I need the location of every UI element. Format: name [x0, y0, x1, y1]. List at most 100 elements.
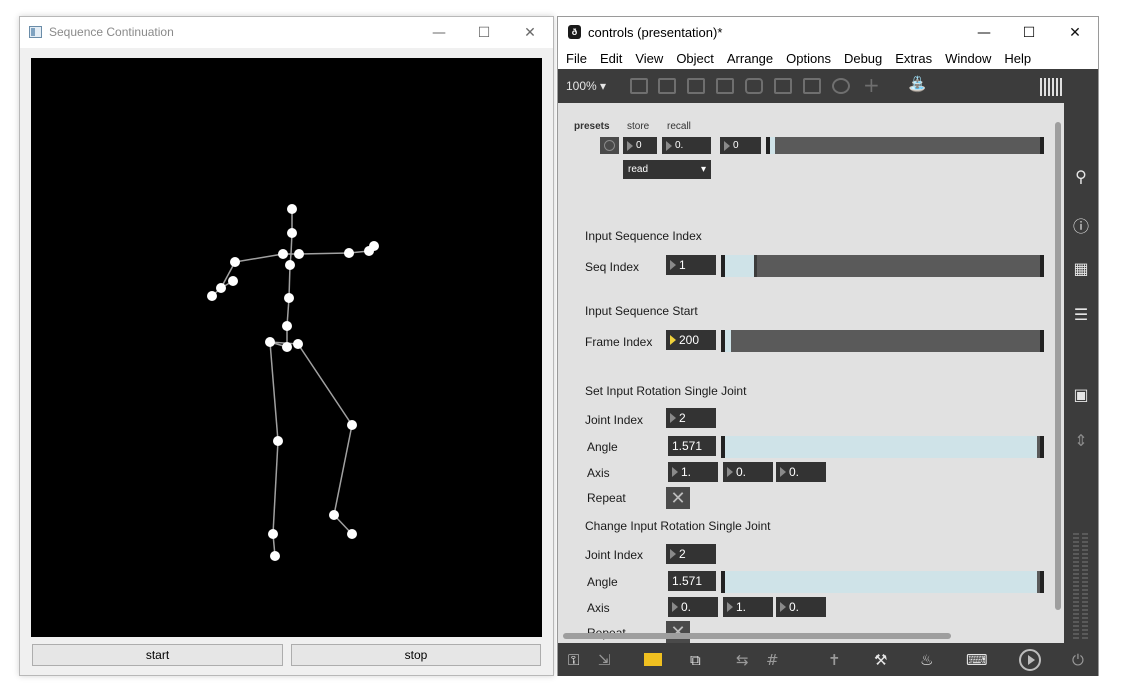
max-controls-window: ð controls (presentation)* — ☐ ✕ File Ed…: [557, 16, 1099, 676]
menu-arrange[interactable]: Arrange: [726, 51, 774, 66]
maximize-icon[interactable]: ☐: [1022, 24, 1036, 41]
grid-view-icon[interactable]: [1040, 78, 1062, 96]
set-axis-z[interactable]: 0.: [776, 462, 826, 482]
frame-index-value: 200: [679, 333, 700, 347]
recall-value: 0.: [675, 140, 684, 151]
list-icon[interactable]: ☰: [1073, 305, 1089, 324]
preset-number[interactable]: 0: [720, 137, 761, 154]
presentation-icon[interactable]: [644, 653, 662, 666]
book-icon[interactable]: ▦: [1073, 259, 1089, 278]
start-button[interactable]: start: [32, 644, 283, 666]
menu-edit[interactable]: Edit: [599, 51, 623, 66]
set-axis-y[interactable]: 0.: [723, 462, 773, 482]
seq-index-slider[interactable]: [721, 255, 1044, 277]
minimize-icon[interactable]: —: [432, 24, 446, 41]
menu-view[interactable]: View: [635, 51, 664, 66]
set-joint-value: 2: [679, 411, 686, 425]
panel-icon[interactable]: [630, 78, 648, 94]
frame-index-number[interactable]: 200: [666, 330, 716, 350]
change-angle-slider[interactable]: [721, 571, 1044, 593]
set-angle-number[interactable]: 1.571: [668, 436, 716, 456]
change-axis-x-value: 0.: [681, 600, 692, 614]
toggle-icon[interactable]: [716, 78, 734, 94]
maximize-icon[interactable]: ☐: [477, 24, 491, 41]
horizontal-scrollbar[interactable]: [563, 633, 951, 639]
change-angle-number[interactable]: 1.571: [668, 571, 716, 591]
power-icon[interactable]: ⏻: [1072, 651, 1084, 669]
change-axis-y[interactable]: 1.: [723, 597, 773, 617]
play-object-icon[interactable]: [774, 78, 792, 94]
preset-button[interactable]: [600, 137, 619, 154]
close-icon[interactable]: ✕: [1069, 24, 1081, 41]
menu-bar: File Edit View Object Arrange Options De…: [558, 48, 1098, 69]
menu-window[interactable]: Window: [945, 51, 992, 66]
change-axis-z[interactable]: 0.: [776, 597, 826, 617]
menu-file[interactable]: File: [566, 51, 587, 66]
change-joint-label: Joint Index: [585, 548, 644, 562]
zoom-control[interactable]: 100% ▾: [566, 79, 607, 93]
set-repeat-toggle[interactable]: ✕: [666, 487, 690, 509]
presets-title: presets: [574, 121, 610, 132]
set-repeat-label: Repeat: [587, 491, 626, 505]
info-icon[interactable]: ⓘ: [1072, 217, 1089, 236]
menu-extras[interactable]: Extras: [895, 51, 933, 66]
menu-options[interactable]: Options: [786, 51, 831, 66]
slider-icon[interactable]: [803, 78, 821, 94]
seq-index-slider-fill: [725, 255, 757, 277]
search-icon[interactable]: ⚲: [1075, 167, 1087, 186]
preset-value: 0: [733, 140, 739, 151]
frame-index-label: Frame Index: [585, 335, 653, 349]
set-axis-x[interactable]: 1.: [668, 462, 718, 482]
sequence-continuation-window: Sequence Continuation — ☐ ✕: [19, 16, 554, 676]
grid-icon[interactable]: #: [766, 651, 779, 669]
menu-debug[interactable]: Debug: [843, 51, 883, 66]
change-joint-value: 2: [679, 547, 686, 561]
read-dropdown-value: read: [628, 164, 649, 175]
change-angle-value: 1.571: [672, 574, 703, 588]
add-object-icon[interactable]: +: [863, 73, 880, 97]
set-joint-number[interactable]: 2: [666, 408, 716, 428]
minimize-icon[interactable]: —: [977, 24, 991, 41]
select-icon[interactable]: ⇲: [598, 651, 611, 669]
change-joint-number[interactable]: 2: [666, 544, 716, 564]
read-dropdown[interactable]: read ▾: [623, 160, 711, 179]
max-logo-icon: ð: [568, 25, 581, 39]
patch-area: presets store recall 0 0. 0 read ▾ Input…: [558, 103, 1064, 643]
change-repeat-toggle[interactable]: ✕: [666, 621, 690, 643]
set-angle-slider[interactable]: [721, 436, 1044, 458]
recall-number[interactable]: 0.: [662, 137, 711, 154]
store-number[interactable]: 0: [623, 137, 657, 154]
seq-index-value: 1: [679, 258, 686, 272]
camera-icon[interactable]: ▣: [1073, 385, 1089, 404]
message-icon[interactable]: [658, 78, 676, 94]
paint-bucket-icon[interactable]: ⛲: [908, 75, 927, 93]
skeleton-canvas[interactable]: [31, 58, 542, 637]
patch-cords-icon[interactable]: ⇆: [736, 651, 749, 669]
windows-icon[interactable]: ⧉: [690, 651, 701, 669]
stop-button[interactable]: stop: [291, 644, 541, 666]
dial-icon[interactable]: [832, 78, 850, 94]
close-icon[interactable]: ✕: [524, 24, 536, 41]
title-bar[interactable]: Sequence Continuation — ☐ ✕: [20, 17, 553, 48]
lock-icon[interactable]: ⚿: [568, 651, 580, 669]
comment-icon[interactable]: [687, 78, 705, 94]
start-section-heading: Input Sequence Start: [585, 304, 698, 318]
mixer-icon[interactable]: ⇕: [1074, 431, 1088, 450]
set-axis-y-value: 0.: [736, 465, 747, 479]
menu-help[interactable]: Help: [1004, 51, 1032, 66]
set-angle-slider-fill: [725, 436, 1037, 458]
frame-index-slider[interactable]: [721, 330, 1044, 352]
seq-index-number[interactable]: 1: [666, 255, 716, 275]
title-bar[interactable]: ð controls (presentation)* — ☐ ✕: [558, 17, 1098, 48]
preset-slider[interactable]: [766, 137, 1044, 154]
play-icon[interactable]: [1019, 649, 1041, 671]
piano-icon[interactable]: ♨: [920, 651, 934, 669]
change-rotation-heading: Change Input Rotation Single Joint: [585, 519, 771, 533]
menu-object[interactable]: Object: [676, 51, 714, 66]
wrench-icon[interactable]: ⚒: [874, 651, 888, 669]
keyboard-icon[interactable]: ⌨: [966, 651, 988, 669]
vertical-scrollbar[interactable]: [1055, 122, 1061, 610]
change-axis-x[interactable]: 0.: [668, 597, 718, 617]
button-icon[interactable]: [745, 78, 763, 94]
debug-icon[interactable]: ✝: [828, 651, 841, 669]
